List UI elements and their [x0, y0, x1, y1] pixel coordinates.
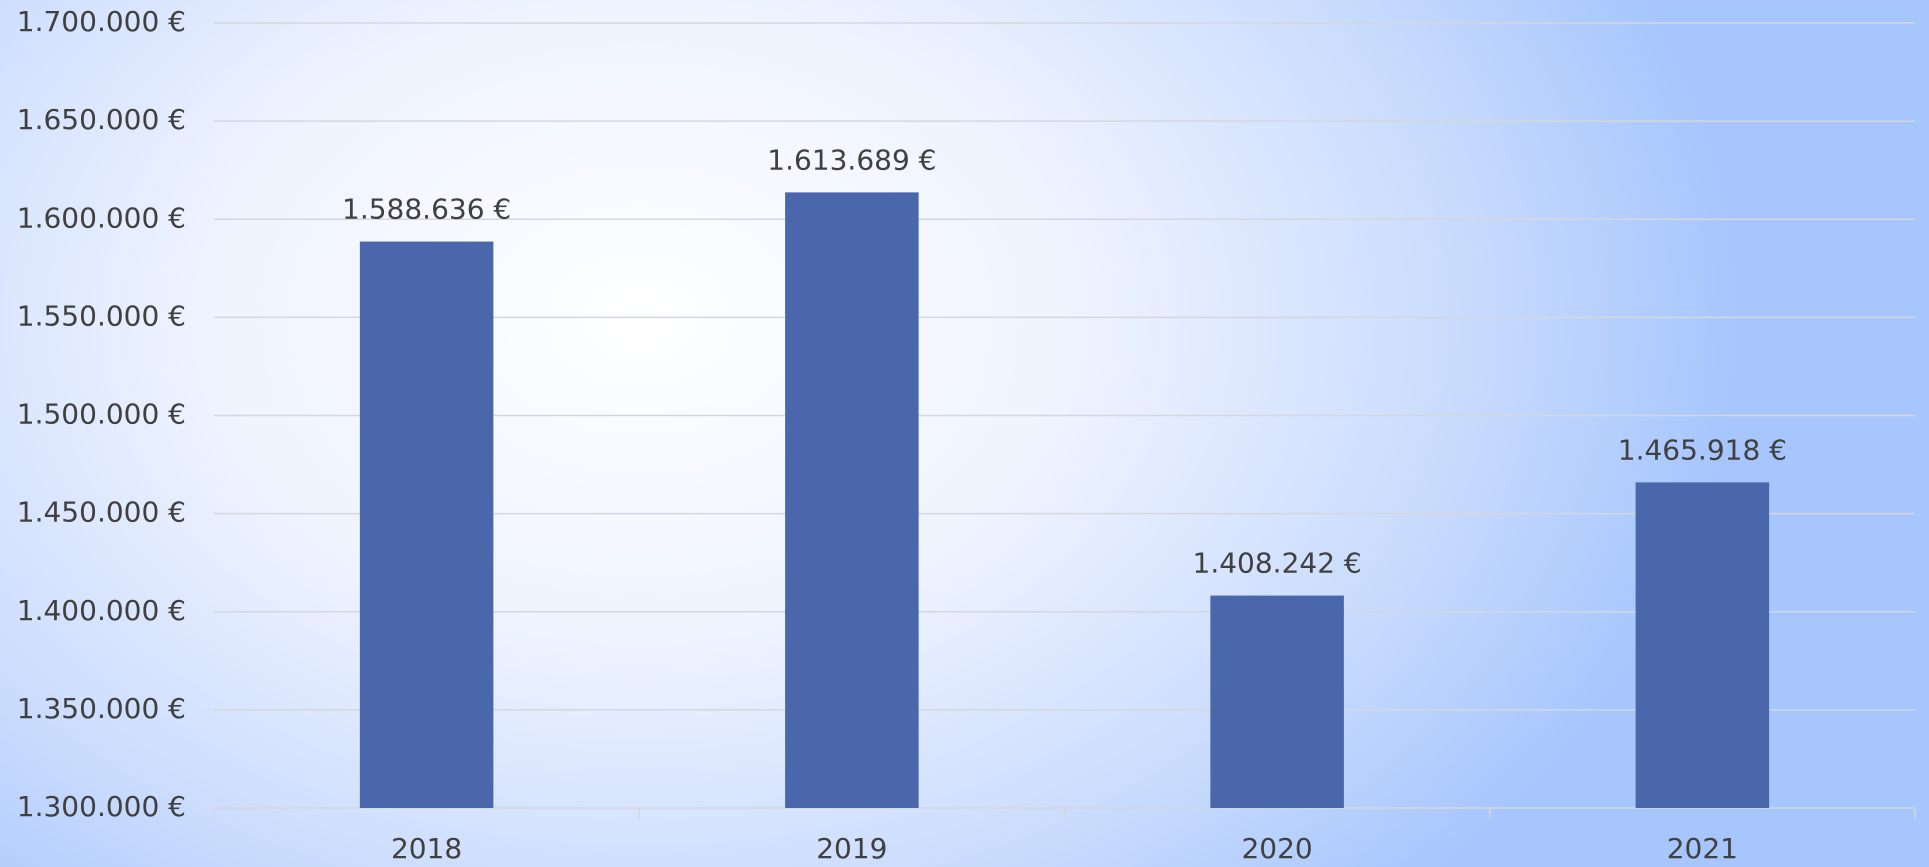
bar [1635, 482, 1770, 808]
y-tick-label: 1.500.000 € [17, 398, 186, 431]
y-tick-label: 1.600.000 € [17, 201, 186, 234]
bar [785, 192, 919, 809]
y-tick-label: 1.400.000 € [17, 594, 186, 627]
y-tick-label: 1.350.000 € [17, 692, 186, 725]
data-label: 1.408.242 € [1193, 547, 1362, 580]
x-tick-label: 2020 [1241, 832, 1312, 865]
y-tick-label: 1.550.000 € [17, 299, 186, 332]
x-tick-label: 2018 [391, 832, 462, 865]
bar [359, 241, 494, 808]
y-tick-label: 1.700.000 € [17, 5, 186, 38]
y-tick-label: 1.300.000 € [17, 790, 186, 823]
x-tick-label: 2021 [1667, 832, 1738, 865]
data-label: 1.613.689 € [767, 143, 936, 176]
data-label: 1.465.918 € [1618, 433, 1787, 466]
y-tick-label: 1.650.000 € [17, 103, 186, 136]
data-label: 1.588.636 € [342, 193, 511, 226]
x-tick-label: 2019 [816, 832, 887, 865]
bar [1210, 595, 1344, 808]
y-tick-label: 1.450.000 € [17, 496, 186, 529]
